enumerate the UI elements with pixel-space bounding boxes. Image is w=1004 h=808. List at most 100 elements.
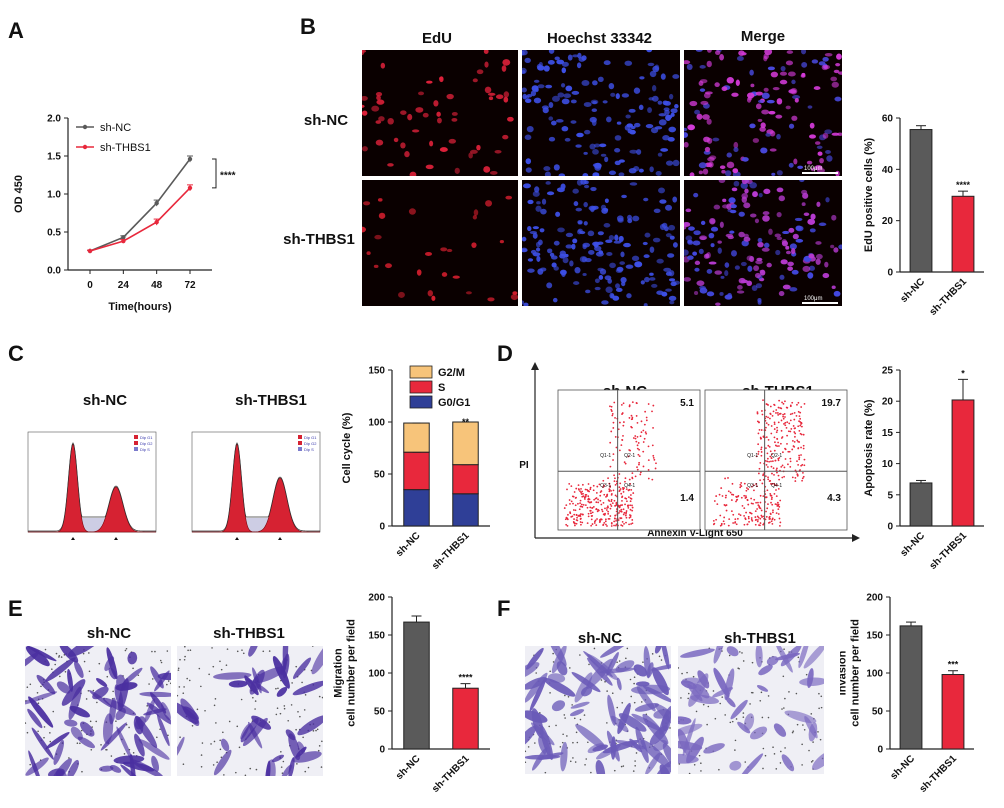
event-dot — [766, 457, 769, 460]
pore — [105, 748, 107, 751]
event-dot — [621, 499, 623, 502]
event-dot — [614, 436, 617, 438]
event-dot — [585, 493, 588, 496]
event-dot — [578, 508, 581, 511]
pore — [219, 748, 222, 751]
stained-cell — [156, 714, 170, 747]
nucleus — [757, 118, 763, 122]
nucleus — [724, 270, 729, 277]
event-dot — [629, 449, 632, 452]
nucleus — [592, 241, 600, 247]
event-dot — [774, 444, 777, 447]
q4-value: 4.3 — [827, 493, 841, 504]
event-dot — [614, 504, 616, 507]
pore — [742, 660, 745, 662]
nucleus — [573, 201, 579, 207]
nucleus — [620, 277, 627, 283]
pore — [784, 747, 786, 749]
nucleus — [729, 230, 735, 234]
nucleus — [776, 236, 783, 241]
event-dot — [756, 515, 759, 518]
nucleus — [672, 196, 678, 203]
event-dot — [620, 524, 623, 527]
event-dot — [782, 402, 785, 405]
nucleus — [543, 166, 551, 171]
nucleus — [672, 74, 680, 79]
event-dot — [773, 482, 776, 485]
nuclei-layer — [362, 50, 514, 176]
nucleus — [698, 80, 704, 86]
pore — [154, 650, 156, 653]
pore — [590, 771, 592, 774]
legend-label: Dip S — [304, 447, 314, 452]
nucleus — [573, 281, 580, 285]
pore — [751, 661, 754, 664]
nucleus — [378, 116, 385, 122]
nucleus — [603, 207, 609, 212]
nucleus — [609, 292, 615, 299]
event-dot — [576, 519, 579, 522]
event-dot — [776, 412, 779, 414]
event-dot — [652, 454, 655, 457]
nucleus — [757, 237, 763, 243]
nucleus — [823, 65, 830, 70]
stained-cell — [546, 646, 567, 667]
event-dot — [778, 505, 781, 508]
nucleus — [672, 242, 678, 248]
stained-cell — [89, 690, 113, 708]
y-tick-label: 15 — [882, 428, 894, 439]
event-dot — [762, 435, 765, 438]
pore — [223, 774, 225, 776]
event-dot — [584, 495, 587, 498]
event-dot — [724, 496, 727, 499]
stained-cell — [282, 646, 289, 669]
pore — [124, 649, 127, 652]
nucleus — [574, 266, 581, 274]
nucleus — [510, 294, 518, 301]
event-dot — [572, 495, 575, 498]
event-dot — [579, 490, 581, 493]
q1-label: Q1-1 — [747, 453, 758, 459]
nucleus — [448, 138, 457, 144]
event-dot — [773, 421, 776, 424]
event-dot — [566, 518, 569, 521]
nucleus — [809, 134, 816, 139]
event-dot — [639, 435, 642, 438]
event-dot — [793, 431, 796, 433]
event-dot — [757, 504, 760, 507]
legend-swatch — [134, 447, 138, 451]
event-dot — [791, 440, 794, 442]
nucleus — [719, 291, 724, 296]
nucleus — [624, 124, 630, 131]
event-dot — [773, 492, 776, 495]
nucleus — [809, 228, 816, 233]
event-dot — [783, 475, 785, 478]
pore — [81, 770, 83, 773]
legend-swatch — [134, 435, 138, 439]
pore — [320, 766, 323, 768]
nucleus — [822, 273, 830, 279]
pore — [238, 746, 241, 749]
event-dot — [799, 411, 802, 414]
event-dot — [647, 403, 650, 405]
nucleus — [592, 80, 598, 86]
event-dot — [580, 513, 582, 515]
nucleus — [759, 269, 764, 274]
event-dot — [611, 412, 614, 415]
nucleus — [830, 76, 838, 82]
nucleus — [439, 147, 448, 153]
nucleus — [487, 92, 496, 96]
event-dot — [736, 498, 739, 501]
event-dot — [722, 520, 725, 523]
event-dot — [757, 432, 760, 435]
g2-peak — [28, 486, 156, 533]
event-dot — [593, 522, 596, 524]
event-dot — [793, 418, 796, 421]
nucleus — [524, 95, 530, 99]
event-dot — [599, 499, 602, 502]
nucleus — [696, 280, 705, 286]
pore — [630, 695, 633, 698]
event-dot — [766, 466, 769, 468]
